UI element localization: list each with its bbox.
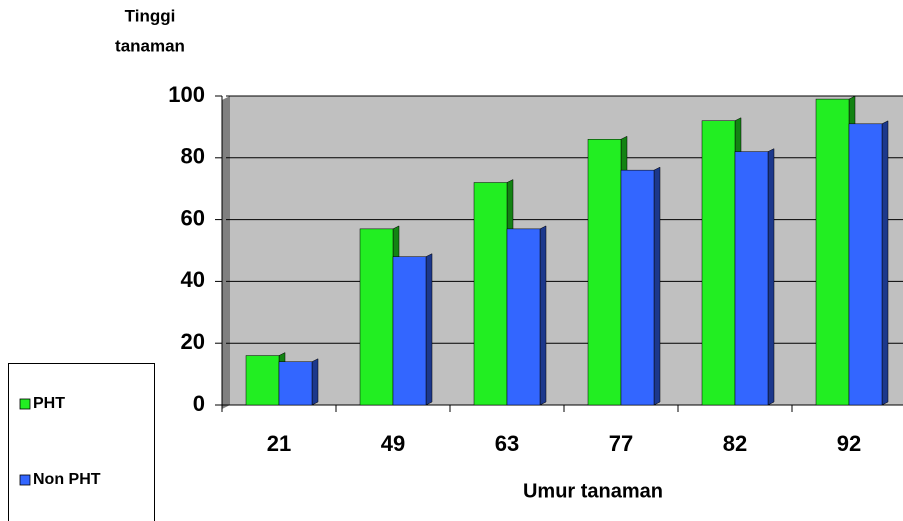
y-tick-label: 20 [181,329,205,354]
x-tick-label: 77 [609,431,633,456]
y-axis-title: Tinggi [125,6,176,25]
bar-side [311,358,319,406]
y-tick-label: 0 [193,391,205,416]
bar [701,120,736,406]
y-tick-label: 40 [181,267,205,292]
bar-side [539,225,547,406]
bar [815,98,850,406]
legend-label: PHT [33,395,65,412]
legend-swatch [19,474,31,486]
legend-label: Non PHT [33,471,101,488]
bar [620,169,655,406]
bar [587,139,622,406]
y-axis-title: tanaman [115,36,185,55]
bar [359,228,394,406]
x-tick-label: 82 [723,431,747,456]
legend [8,363,155,521]
legend-swatch [19,398,31,410]
bar [245,355,280,406]
y-tick-label: 80 [181,144,205,169]
x-tick-label: 21 [267,431,291,456]
bar [848,123,883,406]
y-tick-label: 60 [181,205,205,230]
plot-area [230,96,903,405]
bar-side [425,253,433,406]
bar [473,182,508,406]
x-tick-label: 49 [381,431,405,456]
x-tick-label: 63 [495,431,519,456]
bar [392,256,427,406]
bar-side [653,166,661,406]
bar [278,361,313,406]
bar-side [767,148,775,406]
y-tick-label: 100 [168,82,205,107]
bar [506,228,541,406]
x-axis-title: Umur tanaman [523,480,663,502]
bar [734,151,769,406]
side-wall [222,96,230,409]
x-tick-label: 92 [837,431,861,456]
bar-side [881,120,889,406]
